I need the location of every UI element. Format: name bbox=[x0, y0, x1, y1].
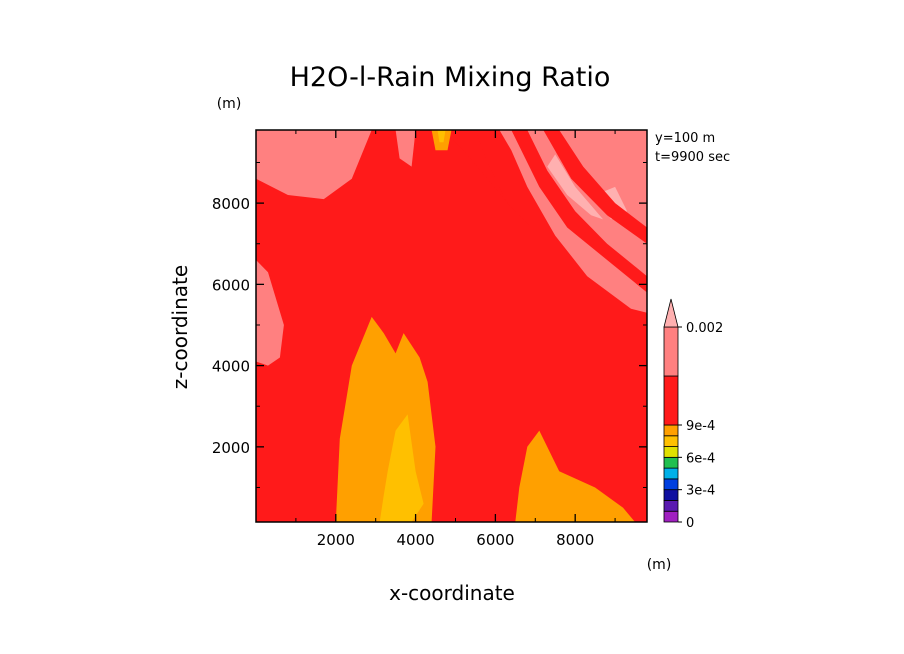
contour-region-red-streak-2 bbox=[511, 130, 647, 293]
contour-region-yellow-core bbox=[379, 414, 424, 522]
contour-region-red-streak-3 bbox=[543, 130, 647, 244]
colorbar: 0 3e-4 6e-4 9e-4 0.002 bbox=[663, 298, 723, 531]
chart-title: H2O-l-Rain Mixing Ratio bbox=[290, 62, 611, 93]
colorbar-band bbox=[663, 375, 679, 426]
contour-region-orange-right bbox=[515, 430, 635, 522]
contour-region-right-pink-light bbox=[547, 154, 604, 220]
colorbar-label: 9e-4 bbox=[686, 419, 715, 434]
colorbar-band bbox=[663, 446, 679, 458]
y-tick-label: 6000 bbox=[212, 276, 250, 294]
contour-region-left-pink bbox=[256, 260, 284, 366]
colorbar-band bbox=[663, 326, 679, 377]
colorbar-band bbox=[663, 456, 679, 469]
y-unit-label: (m) bbox=[217, 96, 242, 112]
colorbar-band bbox=[663, 489, 679, 501]
x-axis-title: x-coordinate bbox=[389, 581, 515, 605]
x-unit-label: (m) bbox=[647, 557, 672, 573]
y-axis-title: z-coordinate bbox=[168, 265, 192, 389]
contour-region-yellow-top bbox=[437, 130, 446, 143]
info-time: t=9900 sec bbox=[655, 150, 730, 165]
x-tick-label: 2000 bbox=[317, 531, 355, 549]
colorbar-band bbox=[663, 424, 679, 437]
axis-ticks: 2000 4000 6000 8000 2000 4000 6000 8000 bbox=[212, 130, 647, 549]
contour-region-upper-left-pink-2 bbox=[287, 130, 336, 167]
colorbar-band bbox=[663, 467, 679, 480]
y-tick-label: 2000 bbox=[212, 439, 250, 457]
contour-region-upper-mid-pink bbox=[395, 130, 416, 167]
colorbar-band bbox=[663, 478, 679, 491]
colorbar-band bbox=[663, 510, 679, 523]
x-tick-label: 4000 bbox=[396, 531, 434, 549]
colorbar-band bbox=[663, 500, 679, 512]
colorbar-label: 6e-4 bbox=[686, 451, 715, 466]
info-y-position: y=100 m bbox=[655, 131, 715, 146]
y-tick-label: 8000 bbox=[212, 195, 250, 213]
plot-frame bbox=[255, 129, 648, 523]
colorbar-label: 0.002 bbox=[686, 321, 723, 336]
colorbar-extend-triangle bbox=[663, 298, 679, 328]
x-tick-label: 6000 bbox=[476, 531, 514, 549]
y-tick-label: 4000 bbox=[212, 358, 250, 376]
plot-fill bbox=[256, 130, 647, 522]
colorbar-label: 0 bbox=[686, 516, 694, 531]
colorbar-band bbox=[663, 435, 679, 447]
x-tick-label: 8000 bbox=[556, 531, 594, 549]
colorbar-label: 3e-4 bbox=[686, 484, 715, 499]
